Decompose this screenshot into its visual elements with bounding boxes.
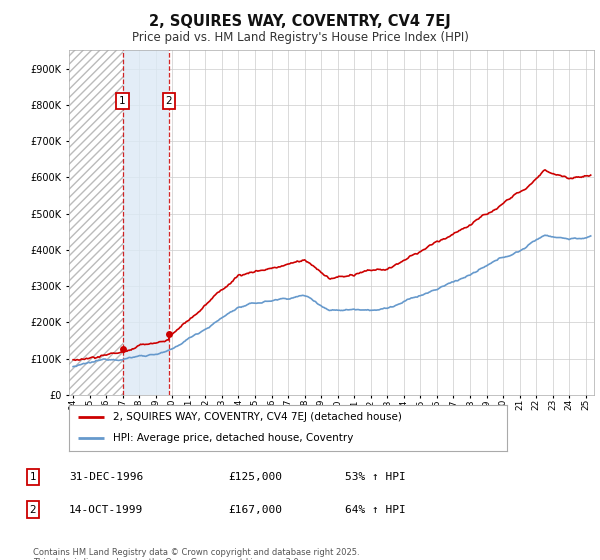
Bar — [69, 50, 122, 395]
Bar — [69, 50, 122, 395]
Text: £125,000: £125,000 — [228, 472, 282, 482]
Text: £167,000: £167,000 — [228, 505, 282, 515]
Text: Price paid vs. HM Land Registry's House Price Index (HPI): Price paid vs. HM Land Registry's House … — [131, 31, 469, 44]
Text: HPI: Average price, detached house, Coventry: HPI: Average price, detached house, Cove… — [113, 433, 353, 444]
Text: 2: 2 — [29, 505, 37, 515]
Text: 31-DEC-1996: 31-DEC-1996 — [69, 472, 143, 482]
Text: 1: 1 — [29, 472, 37, 482]
Text: 64% ↑ HPI: 64% ↑ HPI — [345, 505, 406, 515]
Text: 2: 2 — [166, 96, 172, 106]
Text: 2, SQUIRES WAY, COVENTRY, CV4 7EJ (detached house): 2, SQUIRES WAY, COVENTRY, CV4 7EJ (detac… — [113, 412, 401, 422]
Text: 53% ↑ HPI: 53% ↑ HPI — [345, 472, 406, 482]
Bar — [122, 50, 169, 395]
Text: 1: 1 — [119, 96, 126, 106]
Text: Contains HM Land Registry data © Crown copyright and database right 2025.
This d: Contains HM Land Registry data © Crown c… — [33, 548, 359, 560]
Text: 2, SQUIRES WAY, COVENTRY, CV4 7EJ: 2, SQUIRES WAY, COVENTRY, CV4 7EJ — [149, 14, 451, 29]
Text: 14-OCT-1999: 14-OCT-1999 — [69, 505, 143, 515]
